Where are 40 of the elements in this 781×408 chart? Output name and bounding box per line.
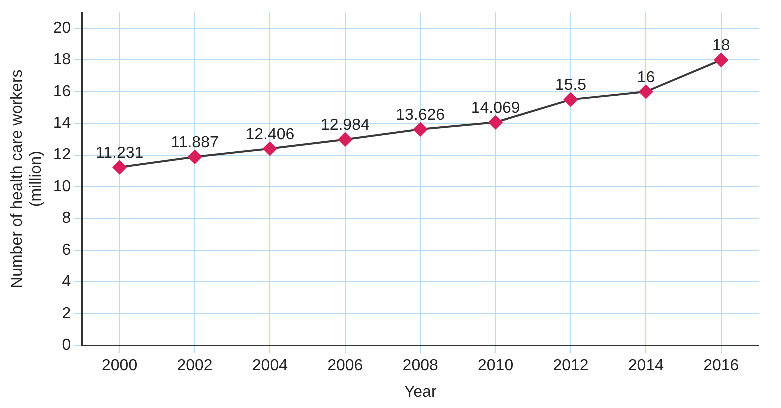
- y-tick-label: 12: [53, 146, 72, 164]
- y-tick-label: 8: [62, 210, 72, 228]
- x-axis-title: Year: [404, 384, 438, 401]
- point: [488, 116, 503, 130]
- point: [714, 53, 728, 68]
- data-label: 12.406: [246, 126, 295, 144]
- x-tick-label: 2006: [328, 358, 364, 375]
- x-tick-label: 2010: [478, 358, 514, 375]
- point: [414, 122, 428, 137]
- y-tick-label: 2: [62, 305, 72, 322]
- point: [338, 132, 352, 147]
- x-tick-label: 2000: [102, 358, 138, 375]
- y-tick-label: 6: [62, 242, 72, 259]
- point: [564, 92, 578, 107]
- x-tick-label: 2016: [704, 358, 740, 375]
- point: [263, 142, 278, 156]
- data-label: 14.069: [471, 100, 520, 117]
- y-tick-label: 10: [53, 178, 72, 196]
- x-tick-label: 2004: [252, 358, 288, 375]
- y-tick-label: 4: [62, 274, 72, 291]
- data-label: 11.887: [171, 134, 219, 152]
- y-tick-label: 16: [53, 83, 72, 100]
- point: [639, 84, 654, 99]
- x-tick-label: 2002: [177, 358, 213, 375]
- data-label: 11.231: [96, 144, 144, 162]
- point: [112, 160, 127, 175]
- y-axis-title: Number of health care workers (million): [9, 70, 46, 288]
- x-tick-label: 2012: [553, 358, 589, 375]
- y-tick-label: 14: [53, 115, 72, 132]
- data-label: 13.626: [396, 106, 446, 124]
- y-tick-label: 20: [53, 20, 72, 37]
- data-label: 15.5: [555, 77, 587, 94]
- point: [188, 150, 202, 164]
- y-tick-label: 18: [53, 52, 72, 69]
- data-label: 18: [712, 38, 730, 55]
- y-tick-label: 0: [62, 337, 72, 354]
- x-tick-label: 2014: [628, 358, 664, 375]
- data-label: 12.984: [320, 117, 370, 134]
- data-label: 16: [637, 69, 656, 86]
- x-tick-label: 2008: [402, 358, 438, 375]
